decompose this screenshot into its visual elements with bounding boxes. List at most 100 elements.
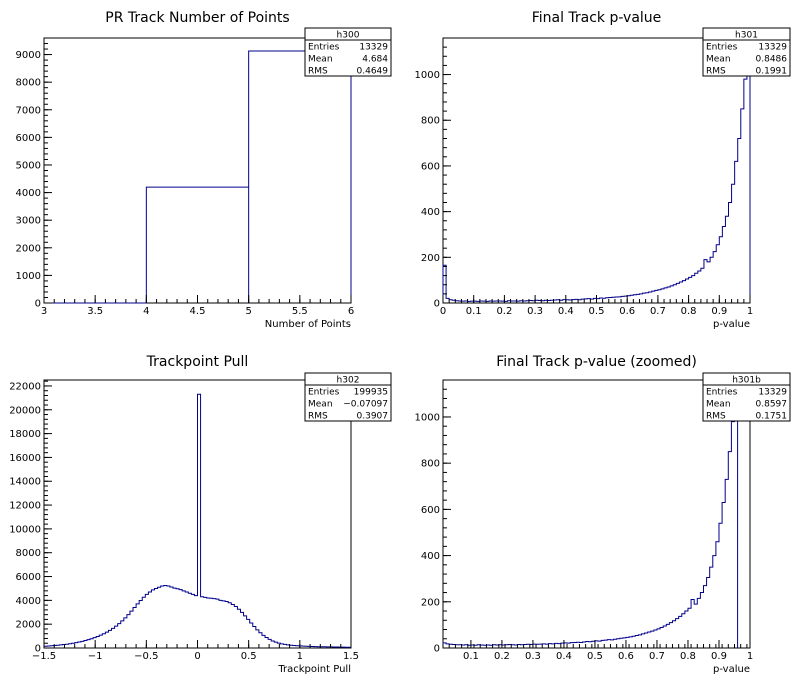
stats-key: Entries (706, 388, 738, 398)
stats-name: h301b (732, 376, 761, 386)
stats-box-frame (304, 27, 392, 77)
stats-key: Mean (308, 55, 333, 65)
y-tick-label: 3000 (16, 216, 41, 227)
histogram-series (43, 393, 352, 648)
stats-box: h302 Entries 199935 Mean −0.07097 RMS 0.3907 (304, 372, 392, 422)
x-tick-label: 1 (747, 651, 753, 662)
chart-title: Final Track p-value (zoomed) (496, 354, 697, 370)
stats-key: Mean (706, 55, 731, 65)
y-tick-label: 2000 (16, 243, 41, 254)
x-tick-label: 1 (747, 306, 753, 317)
stats-key: Mean (308, 400, 333, 410)
x-tick-label: 0.9 (711, 306, 727, 317)
y-tick-label: 600 (421, 161, 440, 172)
y-tick-label: 20000 (9, 405, 41, 416)
x-tick-label: 0.5 (241, 651, 257, 662)
x-tick-label: −0.5 (134, 651, 158, 662)
x-axis-label: Trackpoint Pull (277, 664, 351, 675)
stats-value: 0.8597 (756, 400, 788, 410)
histogram-series (44, 50, 352, 304)
x-axis-label: Number of Points (265, 319, 351, 330)
x-tick-label: 0.8 (681, 306, 697, 317)
histogram-series (442, 407, 739, 648)
x-tick-label: 0.3 (525, 651, 541, 662)
stats-value: 199935 (354, 388, 388, 398)
chart-panel-1: PR Track Number of Points 3 3.5 4 4.5 5 5.5 6 0 1… (16, 10, 392, 330)
y-tick-label: 0 (434, 299, 440, 310)
stats-name: h302 (337, 376, 360, 386)
y-tick-label: 8000 (16, 548, 41, 559)
x-tick-label: 0.7 (650, 306, 666, 317)
x-tick-label: 0.2 (494, 651, 510, 662)
y-tick-label: 12000 (9, 501, 41, 512)
x-tick-label: 0.6 (618, 651, 634, 662)
x-tick-label: 0.4 (556, 651, 572, 662)
stats-value: 0.8486 (756, 55, 788, 65)
stats-key: Entries (308, 43, 340, 53)
y-tick-label: 8000 (16, 78, 41, 89)
y-tick-label: 4000 (16, 188, 41, 199)
x-tick-label: 0.5 (587, 651, 603, 662)
y-tick-label: 200 (421, 253, 440, 264)
y-tick-label: 9000 (16, 50, 41, 61)
y-tick-label: 400 (421, 551, 440, 562)
x-tick-label: 6 (348, 306, 354, 317)
stats-value: 13329 (758, 388, 787, 398)
stats-key: Entries (706, 43, 738, 53)
y-tick-label: 800 (421, 459, 440, 470)
stats-value: 0.4649 (357, 67, 389, 77)
x-tick-label: 5 (245, 306, 251, 317)
stats-value: 13329 (359, 43, 388, 53)
y-tick-label: 18000 (9, 429, 41, 440)
chart-panel-2: Final Track p-value 0 0.1 0.2 0.3 0.4 0.5 0.6 0.… (415, 10, 791, 330)
x-tick-label: 4 (143, 306, 149, 317)
chart-panel-4: Final Track p-value (zoomed) 0.1 0.2 0.3 0.4… (415, 354, 791, 675)
y-tick-label: 200 (421, 597, 440, 608)
stats-name: h301 (735, 31, 758, 41)
y-tick-label: 0 (35, 299, 41, 310)
stats-key: Mean (706, 400, 731, 410)
x-tick-label: 0.1 (463, 651, 479, 662)
histogram-series (442, 64, 751, 303)
chart-title: Final Track p-value (532, 10, 662, 26)
x-tick-label: 0 (194, 651, 200, 662)
x-axis-label: p-value (713, 319, 750, 330)
x-tick-label: −1.5 (32, 651, 56, 662)
y-tick-label: 800 (421, 116, 440, 127)
x-tick-label: 0 (440, 306, 446, 317)
x-tick-label: 0.6 (619, 306, 635, 317)
y-tick-label: 1000 (415, 412, 440, 423)
x-tick-label: 0.3 (527, 306, 543, 317)
stats-box: h301b Entries 13329 Mean 0.8597 RMS 0.1751 (702, 372, 791, 422)
x-tick-label: 3 (41, 306, 47, 317)
y-tick-label: 1000 (415, 70, 440, 81)
y-tick-label: 0 (434, 644, 440, 655)
y-tick-label: 6000 (16, 133, 41, 144)
stats-value: 0.1991 (756, 67, 788, 77)
x-tick-label: −1 (88, 651, 103, 662)
stats-key: RMS (308, 412, 328, 422)
x-tick-label: 0.9 (711, 651, 727, 662)
stats-box: h300 Entries 13329 Mean 4.684 RMS 0.4649 (304, 27, 392, 77)
stats-box-frame (702, 372, 791, 422)
chart-title: Trackpoint Pull (146, 354, 249, 370)
stats-box-frame (304, 372, 392, 422)
chart-panel-3: Trackpoint Pull −1.5 −1 −0.5 0 0.5 1 1.5 0 2000 40… (9, 354, 392, 675)
x-tick-label: 1.5 (343, 651, 359, 662)
y-tick-label: 1000 (16, 271, 41, 282)
y-tick-label: 600 (421, 505, 440, 516)
stats-value: −0.07097 (343, 400, 388, 410)
y-tick-label: 4000 (16, 596, 41, 607)
stats-name: h300 (337, 31, 360, 41)
y-tick-label: 10000 (9, 524, 41, 535)
x-tick-label: 0.7 (649, 651, 665, 662)
x-tick-label: 0.1 (466, 306, 482, 317)
x-tick-label: 1 (297, 651, 303, 662)
x-tick-label: 0.5 (589, 306, 605, 317)
x-tick-label: 3.5 (87, 306, 103, 317)
x-tick-label: 4.5 (190, 306, 206, 317)
stats-key: RMS (706, 67, 726, 77)
y-tick-label: 2000 (16, 620, 41, 631)
stats-value: 0.1751 (756, 412, 788, 422)
